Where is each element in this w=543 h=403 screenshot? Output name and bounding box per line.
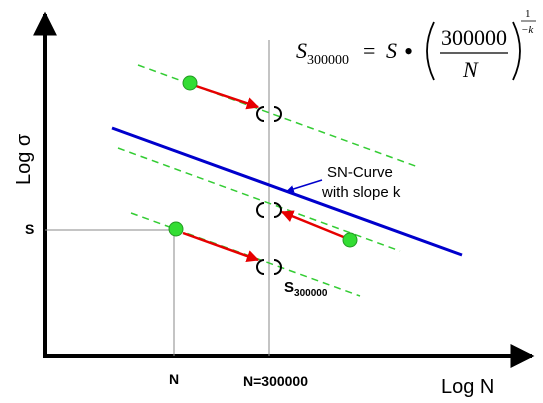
point-lower bbox=[168, 221, 184, 237]
formula-operator: • bbox=[404, 37, 413, 66]
middle-dashed-line bbox=[117, 147, 401, 252]
bracket-marker-middle bbox=[256, 202, 282, 218]
formula-equals: = bbox=[363, 38, 375, 63]
point-upper bbox=[182, 75, 198, 91]
arrow-middle bbox=[280, 210, 347, 240]
bracket-marker-upper bbox=[256, 106, 282, 122]
formula-exp-denominator: −k bbox=[521, 24, 534, 36]
formula-rhs-s: S bbox=[386, 38, 397, 63]
formula-lhs: S300000 bbox=[296, 38, 349, 68]
tick-label-n: N bbox=[169, 371, 179, 387]
formula: S300000 = S • 300000 N 1 −k bbox=[296, 8, 536, 82]
formula-denominator: N bbox=[462, 57, 479, 82]
arrow-lower bbox=[182, 231, 260, 263]
formula-right-paren bbox=[512, 21, 521, 81]
sn-curve-callout-arrow bbox=[286, 179, 323, 193]
bracket-marker-lower bbox=[256, 259, 282, 275]
sn-curve-line bbox=[111, 126, 463, 257]
formula-left-paren bbox=[426, 21, 435, 81]
x-axis-label: Log N bbox=[441, 376, 494, 398]
sn-curve-label-line2: with slope k bbox=[321, 184, 401, 201]
formula-numerator: 300000 bbox=[441, 25, 507, 50]
arrow-upper bbox=[195, 84, 260, 110]
tick-label-n300000: N=300000 bbox=[243, 373, 308, 389]
s300000-label: S300000 bbox=[284, 279, 328, 299]
y-axis-label: Log σ bbox=[13, 133, 35, 185]
sn-curve-label-line1: SN-Curve bbox=[327, 164, 393, 181]
tick-label-s: S bbox=[25, 221, 34, 237]
formula-exp-numerator: 1 bbox=[525, 8, 531, 20]
point-right bbox=[342, 232, 358, 248]
